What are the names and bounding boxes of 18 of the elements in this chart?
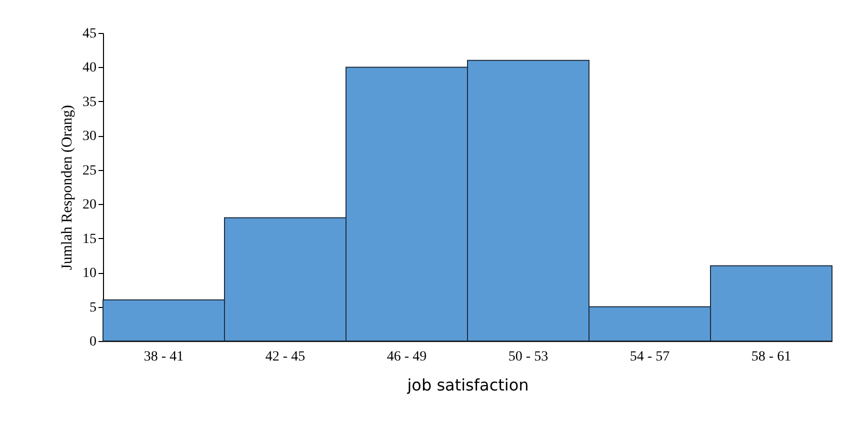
y-tick-label: 15 xyxy=(82,232,96,247)
y-tick-label: 0 xyxy=(90,334,96,350)
x-axis-title: job satisfaction xyxy=(406,376,529,394)
y-tick-label: 40 xyxy=(82,60,96,76)
x-tick-label: 50 - 53 xyxy=(508,350,548,364)
x-tick-label: 42 - 45 xyxy=(265,350,306,364)
y-tick-label: 5 xyxy=(90,300,96,316)
x-tick-label: 54 - 57 xyxy=(630,350,670,364)
y-tick-label: 30 xyxy=(82,129,96,144)
y-tick-label: 10 xyxy=(82,266,96,282)
x-tick-label: 46 - 49 xyxy=(386,350,427,364)
y-tick-label: 45 xyxy=(82,26,96,42)
y-tick-label: 35 xyxy=(82,94,96,110)
x-tick-label: 38 - 41 xyxy=(144,350,184,364)
y-tick-label: 20 xyxy=(82,198,96,213)
y-tick-label: 25 xyxy=(82,163,96,178)
y-axis-title: Jumlah Responden (Orang) xyxy=(60,105,76,270)
x-tick-label: 58 - 61 xyxy=(751,350,792,364)
